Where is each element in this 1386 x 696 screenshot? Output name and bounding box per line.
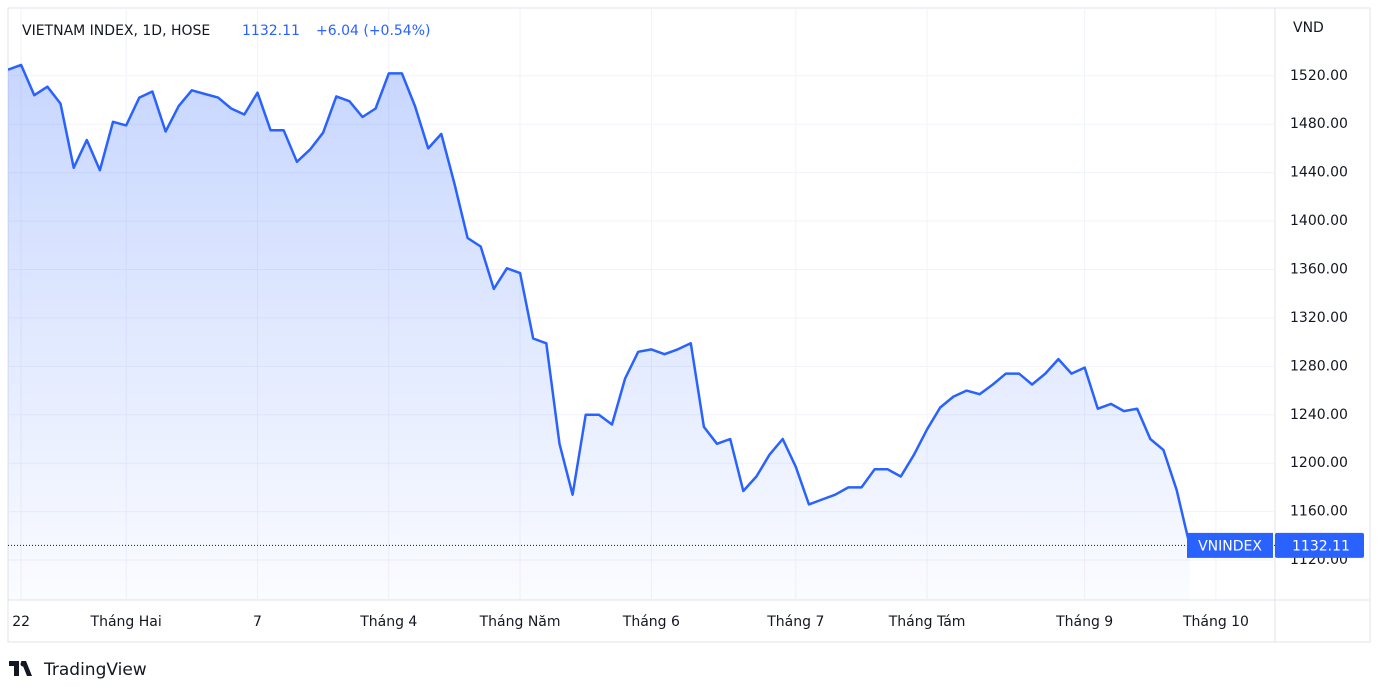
x-tick-label: Tháng Hai	[90, 614, 162, 630]
x-tick-label: Tháng Tám	[888, 614, 966, 630]
watermark: TradingView	[43, 660, 147, 680]
series-name: VNINDEX	[1198, 538, 1262, 554]
x-tick-label: 7	[253, 614, 262, 630]
logo-dot	[20, 661, 26, 667]
logo: TradingView	[9, 660, 147, 680]
y-tick-label: 1520.00	[1290, 68, 1348, 84]
price-label: 1132.11	[1292, 538, 1350, 554]
labels: 1120.001160.001200.001240.001280.001320.…	[12, 68, 1364, 630]
x-tick-label: Tháng Năm	[479, 614, 561, 630]
series-badge	[1187, 532, 1273, 558]
chart-title: VIETNAM INDEX, 1D, HOSE	[22, 23, 210, 39]
y-tick-label: 1200.00	[1290, 455, 1348, 471]
y-tick-label: 1440.00	[1290, 165, 1348, 181]
x-tick-label: Tháng 7	[766, 614, 824, 630]
y-tick-label: 1360.00	[1290, 261, 1348, 277]
x-tick-label: 22	[12, 614, 30, 630]
price-line	[8, 63, 1191, 546]
y-tick-label: 1400.00	[1290, 213, 1348, 229]
y-tick-label: 1280.00	[1290, 358, 1348, 374]
y-tick-label: 1240.00	[1290, 407, 1348, 423]
logo-icon	[9, 661, 32, 676]
y-tick-label: 1320.00	[1290, 310, 1348, 326]
y-axis-label: VND	[1293, 20, 1324, 36]
area-fill	[8, 64, 1190, 600]
price-badge	[1275, 532, 1364, 558]
y-tick-label: 1160.00	[1290, 504, 1348, 520]
header-change: +6.04 (+0.54%)	[316, 23, 430, 39]
x-tick-label: Tháng 9	[1055, 614, 1113, 630]
y-tick-label: 1480.00	[1290, 116, 1348, 132]
header-price: 1132.11	[242, 23, 300, 39]
x-tick-label: Tháng 10	[1182, 614, 1249, 630]
plot	[8, 63, 1275, 600]
x-tick-label: Tháng 4	[359, 614, 417, 630]
x-tick-label: Tháng 6	[622, 614, 680, 630]
